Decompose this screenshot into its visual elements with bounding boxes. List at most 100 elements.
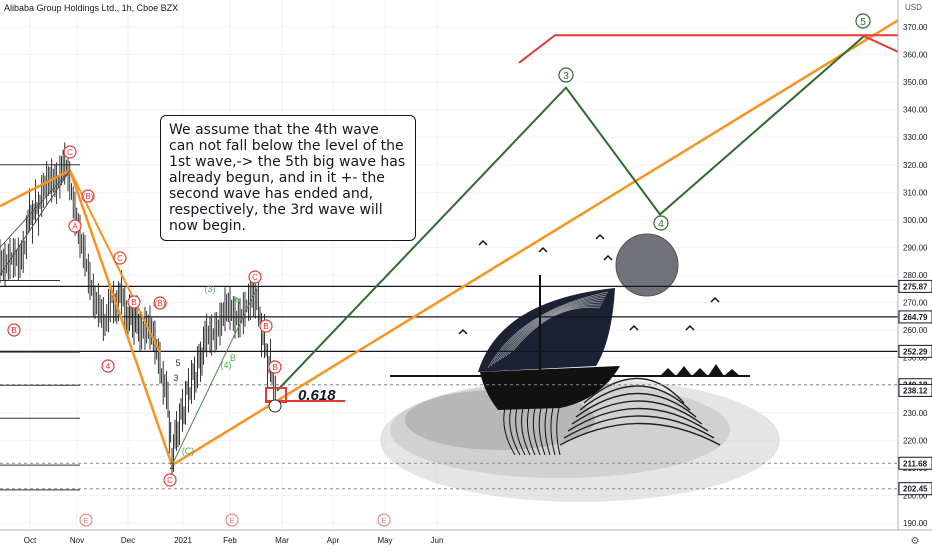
wave-circle-label: 5 [860,17,866,28]
bird [629,324,639,331]
wave-arc [571,400,703,425]
price-tick-label: 310.00 [903,188,928,197]
bird [685,324,695,331]
wave-circles: 3 4 5 [558,13,871,231]
price-tick-label: 230.00 [903,409,928,418]
wave-red-marker [163,473,177,487]
bird [458,328,468,335]
orange-line [0,169,71,208]
green-projection [276,34,866,392]
bird [603,254,613,261]
time-tick-label: Feb [223,536,237,545]
level-price-box [898,456,932,470]
time-tick-label: Jun [431,536,444,545]
target-red-line [518,34,898,64]
kraken-tentacle [538,407,546,456]
price-tick-label: 290.00 [903,243,928,252]
level-price-box [898,310,932,324]
far-waves [660,364,740,376]
wave-circle-label: 3 [563,71,569,82]
wave-red-label: 4 [106,362,111,371]
bird [595,233,605,240]
kraken-tentacle [544,407,551,456]
level-price-label: 275.87 [903,282,928,291]
price-tick-label: 300.00 [903,216,928,225]
wave-red-marker [81,189,95,203]
time-tick-label: Mar [275,536,289,545]
wave-black-label: 2 [169,461,174,471]
price-tick-label: 340.00 [903,106,928,115]
sail-stripe [499,299,605,361]
price-tick-label: 190.00 [903,519,928,528]
wave-red-marker [153,296,167,310]
kraken-tentacle [503,407,516,456]
price-tick-label: 370.00 [903,23,928,32]
earnings-marker-label: E [382,518,387,525]
wave-arc [575,392,697,418]
wave-red-marker [259,319,273,333]
wave-red-marker [127,295,141,309]
target-red-line [861,34,899,53]
kraken-tentacle [527,407,536,456]
wave-red-marker [7,323,21,337]
wave-green-label: (4) [221,360,232,370]
wave-green-label: (3) [205,284,216,294]
green-trend [171,285,259,466]
earnings-marker-label: E [84,518,89,525]
projections [0,0,932,467]
wave-labels: C (B) C (B) 4 C C B B B A B (3) (4) (C) A B 5 3 2 [7,145,282,487]
gray-line [0,170,71,276]
gear-icon: ⚙ [911,536,920,547]
price-tick-label: 330.00 [903,133,928,142]
price-tick-label: 360.00 [903,51,928,60]
level-price-boxes: 275.87264.79252.29240.18238.12211.68202.… [898,279,932,496]
bird [710,296,720,303]
ship-hull [480,366,620,410]
wave-black-label: 5 [175,358,180,368]
earnings-marker-label: E [230,518,235,525]
ship-flag [520,280,540,296]
orange-line [68,169,174,466]
wave-circle [653,215,669,231]
wave-red-marker [113,251,127,265]
wave-circle-label: 4 [658,219,664,230]
gray-line [0,169,71,248]
wave-green-label: (C) [182,446,195,456]
kraken-tentacle [521,407,531,456]
orange-channel-line [171,0,932,467]
earnings-marker [225,513,239,527]
time-tick-label: May [377,536,392,545]
currency-label: USD [905,3,922,12]
time-tick-label: Dec [121,536,135,545]
fib-circle [268,399,282,413]
wave-arc [563,415,715,439]
wave-red-label: C [67,148,73,157]
bird [478,239,488,246]
wave-arc [583,377,685,404]
bird [538,246,548,253]
time-axis [0,530,932,550]
kraken-tentacle [515,407,526,456]
price-tick-label: 270.00 [903,299,928,308]
time-tick-label: Oct [24,536,37,545]
sea-illustration [380,233,780,502]
wave-red-label: B [272,363,277,372]
wave-arc [567,407,709,432]
level-price-label: 202.45 [903,485,928,494]
kraken-tentacle [532,407,541,456]
level-price-label: 264.79 [903,313,928,322]
wave-red-label: B [11,326,16,335]
sail-stripe [490,293,608,367]
wave-red-marker [248,270,262,284]
wave-circle [855,13,871,29]
time-axis-ticks: Oct Nov Dec 2021 Feb Mar Apr May Jun [24,536,444,545]
sail-stripe [511,307,601,353]
time-tick-label: Apr [327,536,340,545]
analysis-note[interactable]: We assume that the 4th wave can not fall… [160,115,416,241]
kraken-tentacle [556,407,561,456]
level-price-box [898,279,932,293]
level-price-label: 211.68 [903,459,928,468]
